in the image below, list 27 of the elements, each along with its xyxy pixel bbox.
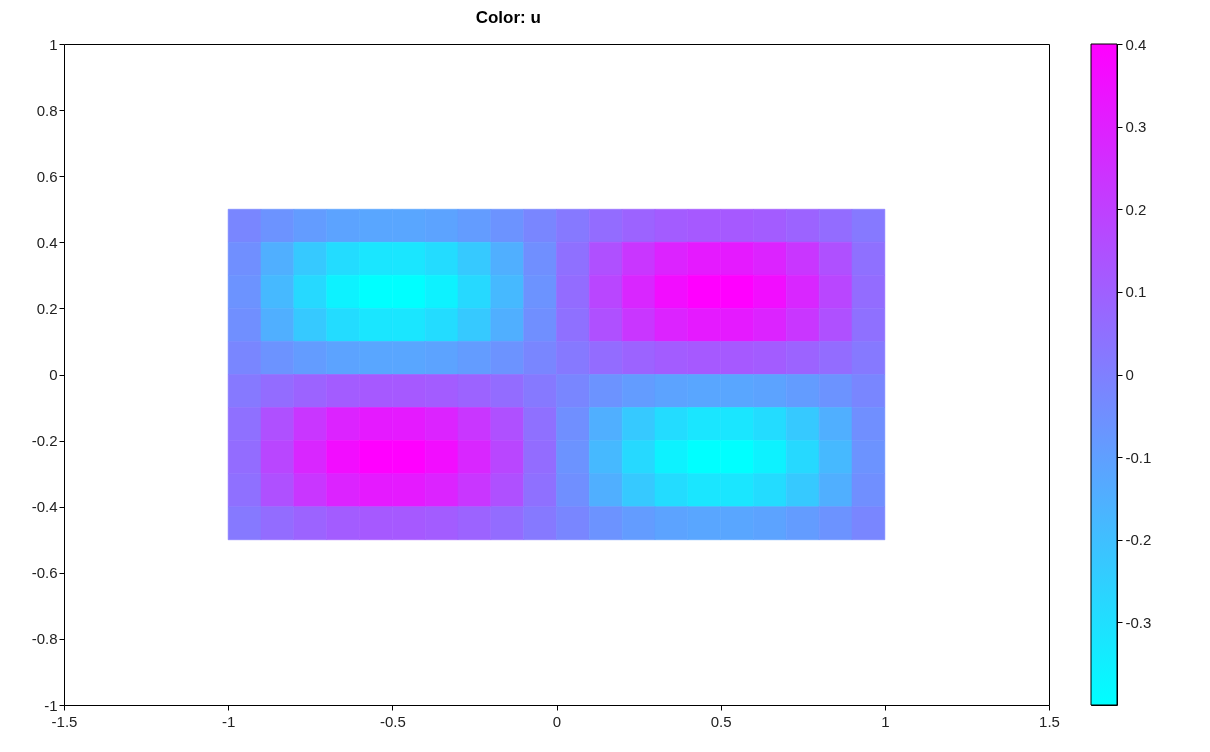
y-tick-label: -0.8 [31,630,58,648]
chart-title: Color: u [475,7,541,27]
color-bar-label: -0.1 [1125,448,1152,466]
x-tick-label: -0.5 [379,712,406,730]
color-bar-label: -0.2 [1125,531,1152,549]
y-tick-label: 0 [49,366,58,383]
y-tick-label: 0.8 [36,101,58,119]
y-tick-label: 0.6 [36,167,58,185]
y-tick-label: 1 [49,35,58,53]
color-bar-label: 0 [1125,366,1134,383]
x-tick-label: 0.5 [710,712,732,730]
color-bar-label: 0.2 [1125,200,1147,218]
color-bar-label: -0.3 [1125,613,1152,631]
y-tick-label: -0.4 [31,498,58,516]
y-tick-label: -0.2 [31,432,58,450]
y-tick-label: 0.2 [36,299,58,317]
y-tick-label: -1 [44,696,58,714]
x-tick-label: 1.5 [1039,712,1060,730]
x-tick-label: -1.5 [51,712,78,730]
y-tick-label: -0.6 [31,564,58,582]
x-tick-label: -1 [221,712,236,730]
color-bar-label: 0.3 [1125,118,1147,136]
y-tick-label: 0.4 [36,233,58,251]
color-bar-label: 0.1 [1125,283,1147,301]
x-tick-label: 1 [881,712,890,730]
x-tick-label: 0 [552,712,562,730]
color-bar-label: 0.4 [1125,35,1147,53]
